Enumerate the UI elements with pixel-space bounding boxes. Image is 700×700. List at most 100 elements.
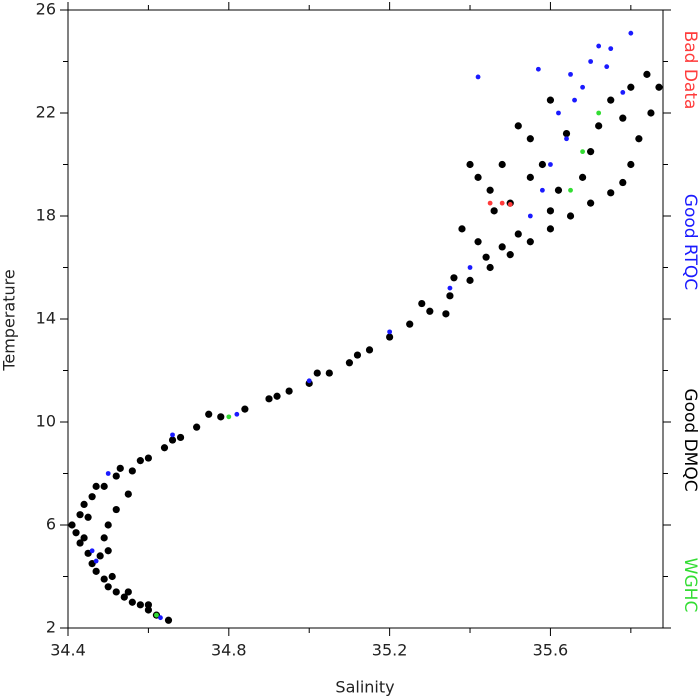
point <box>365 346 374 354</box>
point <box>168 436 177 444</box>
point <box>595 122 603 130</box>
y-tick-label: 14 <box>36 309 56 328</box>
point <box>607 96 615 104</box>
x-axis-label: Salinity <box>335 678 394 697</box>
point <box>486 263 494 272</box>
point <box>466 276 474 284</box>
point <box>538 160 546 169</box>
point <box>217 413 225 421</box>
point <box>406 320 414 328</box>
point <box>104 547 112 555</box>
point <box>144 606 153 614</box>
point <box>100 534 108 542</box>
x-tick-label: 35.6 <box>533 641 569 660</box>
point <box>548 162 553 167</box>
point <box>89 548 95 554</box>
point <box>535 66 541 72</box>
legend-label: WGHC <box>680 558 700 613</box>
point <box>608 46 614 52</box>
x-tick-label: 34.8 <box>211 641 247 660</box>
point <box>353 351 362 359</box>
point <box>482 253 490 261</box>
point <box>418 299 426 308</box>
point <box>647 109 655 117</box>
point <box>635 135 643 143</box>
point <box>80 500 88 508</box>
point <box>112 505 120 514</box>
point <box>176 433 185 442</box>
point <box>92 482 100 490</box>
plot-frame <box>67 9 664 629</box>
point <box>643 70 651 78</box>
point <box>446 292 454 300</box>
point <box>580 84 585 90</box>
point <box>226 414 232 420</box>
point <box>447 285 453 291</box>
point <box>566 212 575 220</box>
y-tick-label: 22 <box>36 103 56 122</box>
point <box>507 202 513 207</box>
point <box>499 200 505 206</box>
point <box>627 160 635 169</box>
point <box>587 148 595 156</box>
point <box>527 213 533 219</box>
point <box>554 186 563 194</box>
point <box>526 135 534 143</box>
point <box>426 307 434 315</box>
point <box>546 225 555 233</box>
y-tick-label: 26 <box>36 0 56 19</box>
point <box>458 225 466 233</box>
point <box>136 457 144 465</box>
point <box>604 64 610 70</box>
point <box>442 310 450 318</box>
point <box>628 30 634 36</box>
point <box>546 96 555 104</box>
point <box>120 593 128 601</box>
point <box>487 200 493 206</box>
legend-label: Bad Data <box>680 31 700 110</box>
point <box>467 265 473 270</box>
point <box>128 467 136 475</box>
point <box>568 187 573 193</box>
point <box>313 369 321 377</box>
point <box>596 43 602 49</box>
point <box>160 444 169 452</box>
point <box>386 333 394 341</box>
point <box>486 186 494 194</box>
point <box>76 539 84 547</box>
point <box>580 149 585 155</box>
point <box>655 83 663 91</box>
point <box>93 558 99 564</box>
point <box>627 83 635 91</box>
point <box>164 616 173 624</box>
point <box>105 471 111 476</box>
y-axis-label: Temperature <box>0 269 19 371</box>
point <box>154 612 159 618</box>
point <box>158 615 163 621</box>
point <box>112 588 120 596</box>
point <box>578 173 587 181</box>
point <box>306 378 312 384</box>
point <box>68 521 76 529</box>
point <box>474 173 482 181</box>
point <box>92 567 100 575</box>
point <box>546 207 555 215</box>
point <box>285 387 293 395</box>
point <box>474 238 482 246</box>
point <box>562 130 571 138</box>
point <box>108 572 116 581</box>
y-tick-label: 10 <box>36 412 56 431</box>
point <box>587 199 595 207</box>
point <box>450 274 458 282</box>
point <box>619 114 627 122</box>
point <box>556 110 561 116</box>
point <box>345 359 354 367</box>
point <box>514 230 522 238</box>
point <box>241 405 249 413</box>
point <box>526 173 534 181</box>
point <box>539 187 545 193</box>
point <box>572 97 577 103</box>
point <box>88 493 96 501</box>
x-tick-label: 35.2 <box>372 641 408 660</box>
point <box>506 251 514 259</box>
